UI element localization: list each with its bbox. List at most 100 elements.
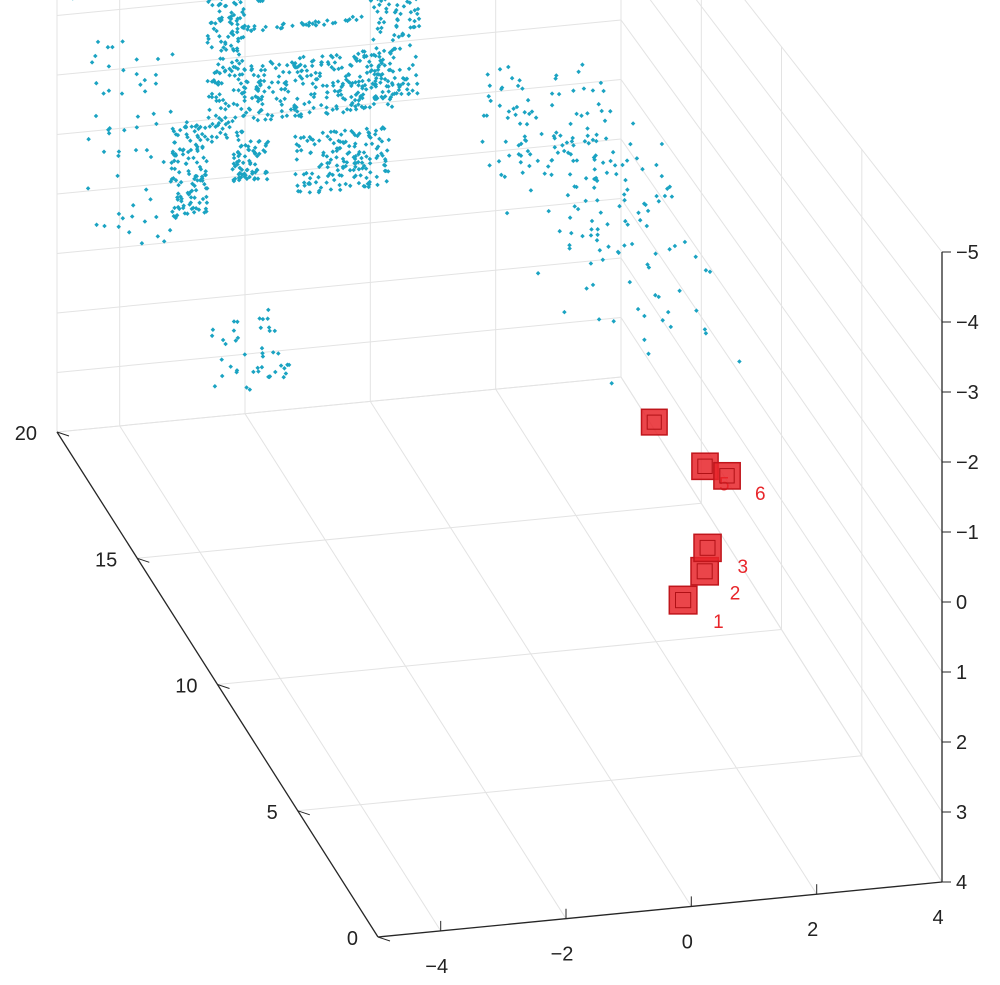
point-cloud-dot xyxy=(218,56,223,61)
point-cloud-dot xyxy=(217,98,222,104)
point-cloud-dot xyxy=(505,115,511,121)
point-cloud-dot xyxy=(574,158,580,163)
point-cloud-dot xyxy=(242,352,248,357)
point-cloud-dot xyxy=(360,78,365,84)
point-cloud-dot xyxy=(378,16,384,21)
point-cloud-dot xyxy=(283,371,289,376)
point-cloud-dot xyxy=(499,172,504,178)
point-cloud-dot xyxy=(318,102,324,108)
point-cloud-dot xyxy=(251,26,257,32)
grid-line xyxy=(56,19,622,76)
point-cloud-dot xyxy=(256,139,261,144)
point-cloud-dot xyxy=(310,81,315,86)
point-cloud-dot xyxy=(346,143,352,149)
point-cloud-dot xyxy=(572,204,577,209)
point-cloud-dot xyxy=(220,56,226,62)
point-cloud-dot xyxy=(568,121,573,127)
point-cloud-dot xyxy=(205,78,210,84)
point-cloud-dot xyxy=(363,142,369,147)
point-cloud-dot xyxy=(220,97,226,103)
point-cloud-dot xyxy=(297,55,303,61)
point-cloud-dot xyxy=(242,154,248,159)
point-cloud-dot xyxy=(407,17,413,22)
point-cloud-dot xyxy=(177,127,183,133)
point-cloud-dot xyxy=(367,105,373,110)
point-cloud-dot xyxy=(353,164,358,170)
point-cloud-dot xyxy=(574,111,579,117)
point-cloud-dot xyxy=(300,81,306,86)
point-cloud-dot xyxy=(549,172,554,178)
point-cloud-dot xyxy=(238,81,244,86)
point-cloud-dot xyxy=(416,23,422,29)
point-cloud-dot xyxy=(266,374,271,380)
point-cloud-dot xyxy=(348,107,353,113)
point-cloud-dot xyxy=(356,79,362,84)
point-cloud-dot xyxy=(279,108,285,114)
point-cloud-dot xyxy=(235,22,240,27)
point-cloud-dot xyxy=(216,62,221,67)
grid-line xyxy=(56,257,622,314)
camera-lens xyxy=(699,539,716,556)
point-cloud-dot xyxy=(497,67,503,72)
point-cloud-dot xyxy=(212,384,218,389)
point-cloud-dot xyxy=(588,261,594,266)
point-cloud-dot xyxy=(213,113,219,118)
point-cloud-dot xyxy=(330,149,336,154)
point-cloud-dot xyxy=(262,67,268,73)
point-cloud-dot xyxy=(276,62,282,67)
point-cloud-dot xyxy=(293,78,298,83)
point-cloud-dot xyxy=(258,67,264,73)
point-cloud-dot xyxy=(93,113,99,119)
point-cloud-dot xyxy=(210,327,216,332)
point-cloud-dot xyxy=(594,132,599,138)
point-cloud-dot xyxy=(506,109,512,114)
point-cloud-dot xyxy=(273,369,278,375)
point-cloud-dot xyxy=(396,34,402,40)
point-cloud-dot xyxy=(193,124,198,129)
point-cloud-dot xyxy=(278,363,284,368)
point-cloud-dot xyxy=(251,72,257,78)
point-cloud-dot xyxy=(406,91,411,97)
point-cloud-dot xyxy=(276,351,281,356)
point-cloud-dot xyxy=(408,9,414,15)
point-cloud-dot xyxy=(356,166,362,172)
point-cloud-dot xyxy=(359,155,364,161)
point-cloud-dot xyxy=(611,319,616,324)
point-cloud-dot xyxy=(595,227,600,232)
point-cloud-dot xyxy=(350,14,356,20)
point-cloud-dot xyxy=(561,148,567,154)
point-cloud-dot xyxy=(624,158,630,163)
point-cloud-dot xyxy=(262,89,267,94)
point-cloud-dot xyxy=(121,67,126,73)
grid-line xyxy=(56,138,622,195)
point-cloud-dot xyxy=(213,124,218,129)
point-cloud-dot xyxy=(209,139,215,144)
point-cloud-dot xyxy=(317,73,323,79)
point-cloud-dot xyxy=(260,63,265,69)
point-cloud-dot xyxy=(309,171,315,176)
point-cloud-dot xyxy=(244,385,249,390)
point-cloud-dot xyxy=(266,307,271,313)
point-cloud-dot xyxy=(259,97,264,102)
point-cloud-dot xyxy=(235,133,240,138)
camera-marker xyxy=(640,408,668,436)
point-cloud-dot xyxy=(596,317,602,322)
point-cloud-dot xyxy=(513,112,518,118)
point-cloud-dot xyxy=(693,254,698,260)
point-cloud-dot xyxy=(606,244,611,249)
point-cloud-dot xyxy=(583,176,589,181)
y-tick-label: 5 xyxy=(267,802,278,824)
point-cloud-dot xyxy=(313,180,319,185)
point-cloud-dot xyxy=(354,17,359,23)
point-cloud-dot xyxy=(605,222,610,227)
point-cloud-dot xyxy=(546,208,551,214)
point-cloud-dot xyxy=(361,150,367,155)
point-cloud-dot xyxy=(609,381,614,386)
point-cloud-dot xyxy=(347,167,353,173)
point-cloud-dot xyxy=(535,158,541,164)
point-cloud-dot xyxy=(184,120,190,125)
point-cloud-dot xyxy=(484,113,490,118)
point-cloud-dot xyxy=(235,66,241,72)
point-cloud-dot xyxy=(293,134,298,139)
point-cloud-dot xyxy=(192,129,197,134)
